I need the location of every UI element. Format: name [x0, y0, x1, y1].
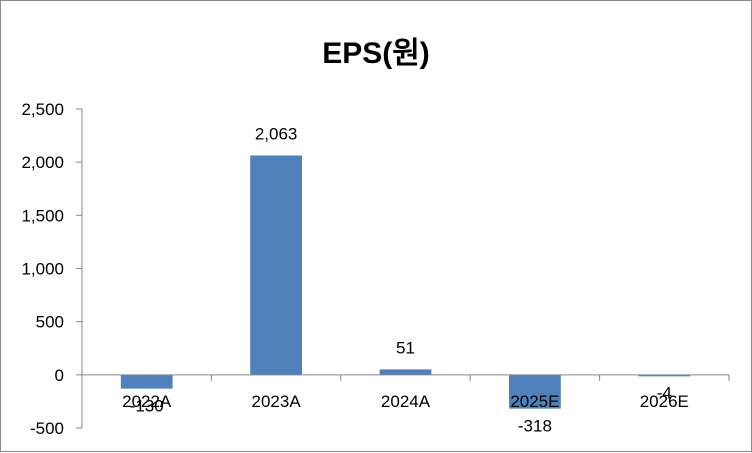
bar-2024A	[379, 369, 432, 375]
data-label: 51	[396, 338, 415, 357]
y-tick-label: 1,000	[21, 260, 64, 279]
y-tick-label: 1,500	[21, 206, 64, 225]
bars	[120, 155, 691, 409]
data-label: -318	[518, 417, 552, 436]
x-tick-label: 2026E	[640, 392, 689, 411]
data-labels: -130 2,063 51 -318 -4	[130, 124, 672, 435]
data-label: 2,063	[255, 124, 298, 143]
x-tick-label: 2024A	[381, 392, 431, 411]
x-tick-label: 2022A	[122, 392, 172, 411]
y-tick-label: 2,500	[21, 100, 64, 119]
y-axis: 2,500 2,000 1,500 1,000 500 0 -500	[21, 100, 83, 438]
x-tick-label: 2023A	[252, 392, 302, 411]
data-label: -130	[130, 397, 164, 416]
y-tick-label: 500	[36, 313, 64, 332]
y-tick-label: 2,000	[21, 153, 64, 172]
y-tick-label: 0	[55, 366, 64, 385]
bar-2023A	[250, 155, 302, 375]
bar-2022A	[120, 374, 173, 389]
x-tick-label: 2025E	[510, 392, 559, 411]
x-axis: 2022A 2023A 2024A 2025E 2026E	[81, 374, 730, 411]
bar-2025E	[509, 374, 561, 409]
data-label: -4	[657, 383, 672, 402]
y-tick-label: -500	[30, 419, 64, 438]
chart-title: EPS(원)	[322, 37, 430, 70]
bar-2026E	[638, 374, 691, 377]
